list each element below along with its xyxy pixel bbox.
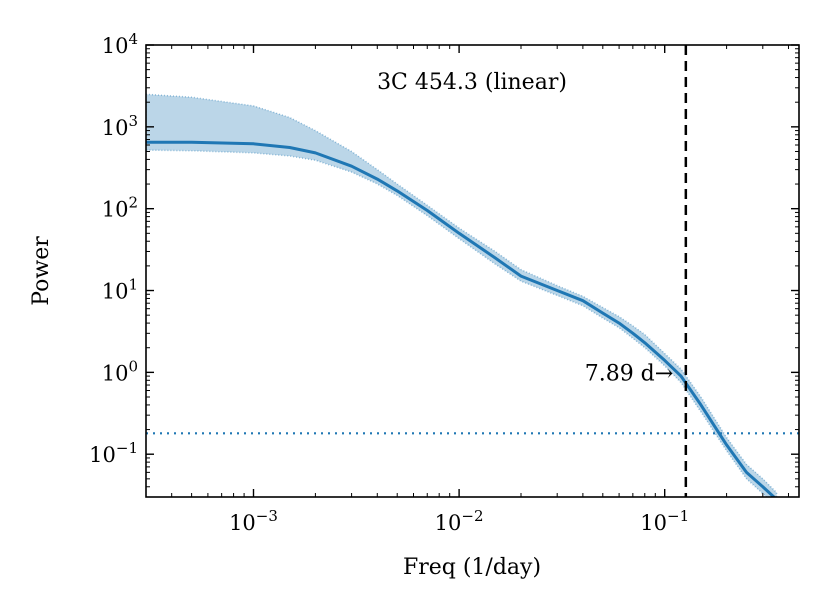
x-axis-label: Freq (1/day) — [403, 555, 541, 580]
y-tick-label: 10−1 — [89, 439, 138, 467]
y-tick-label: 102 — [102, 194, 138, 222]
period-annotation: 7.89 d→ — [585, 361, 674, 386]
y-tick-label: 101 — [102, 276, 138, 304]
psd-median-line — [146, 140, 777, 497]
chart-title: 3C 454.3 (linear) — [377, 70, 567, 95]
plot-area — [146, 45, 799, 497]
ticks: 10−3 10−2 10−1 10−1 100 101 102 103 104 — [89, 30, 799, 535]
x-tick-label: 10−2 — [435, 507, 484, 535]
plot-frame — [145, 44, 800, 498]
x-tick-label: 10−3 — [229, 507, 278, 535]
y-tick-label: 103 — [102, 112, 138, 140]
x-tick-label: 10−1 — [640, 507, 689, 535]
y-axis-label: Power — [29, 236, 54, 306]
uncertainty-band — [146, 93, 778, 497]
y-tick-label: 100 — [102, 357, 138, 385]
y-tick-label: 104 — [102, 30, 138, 58]
